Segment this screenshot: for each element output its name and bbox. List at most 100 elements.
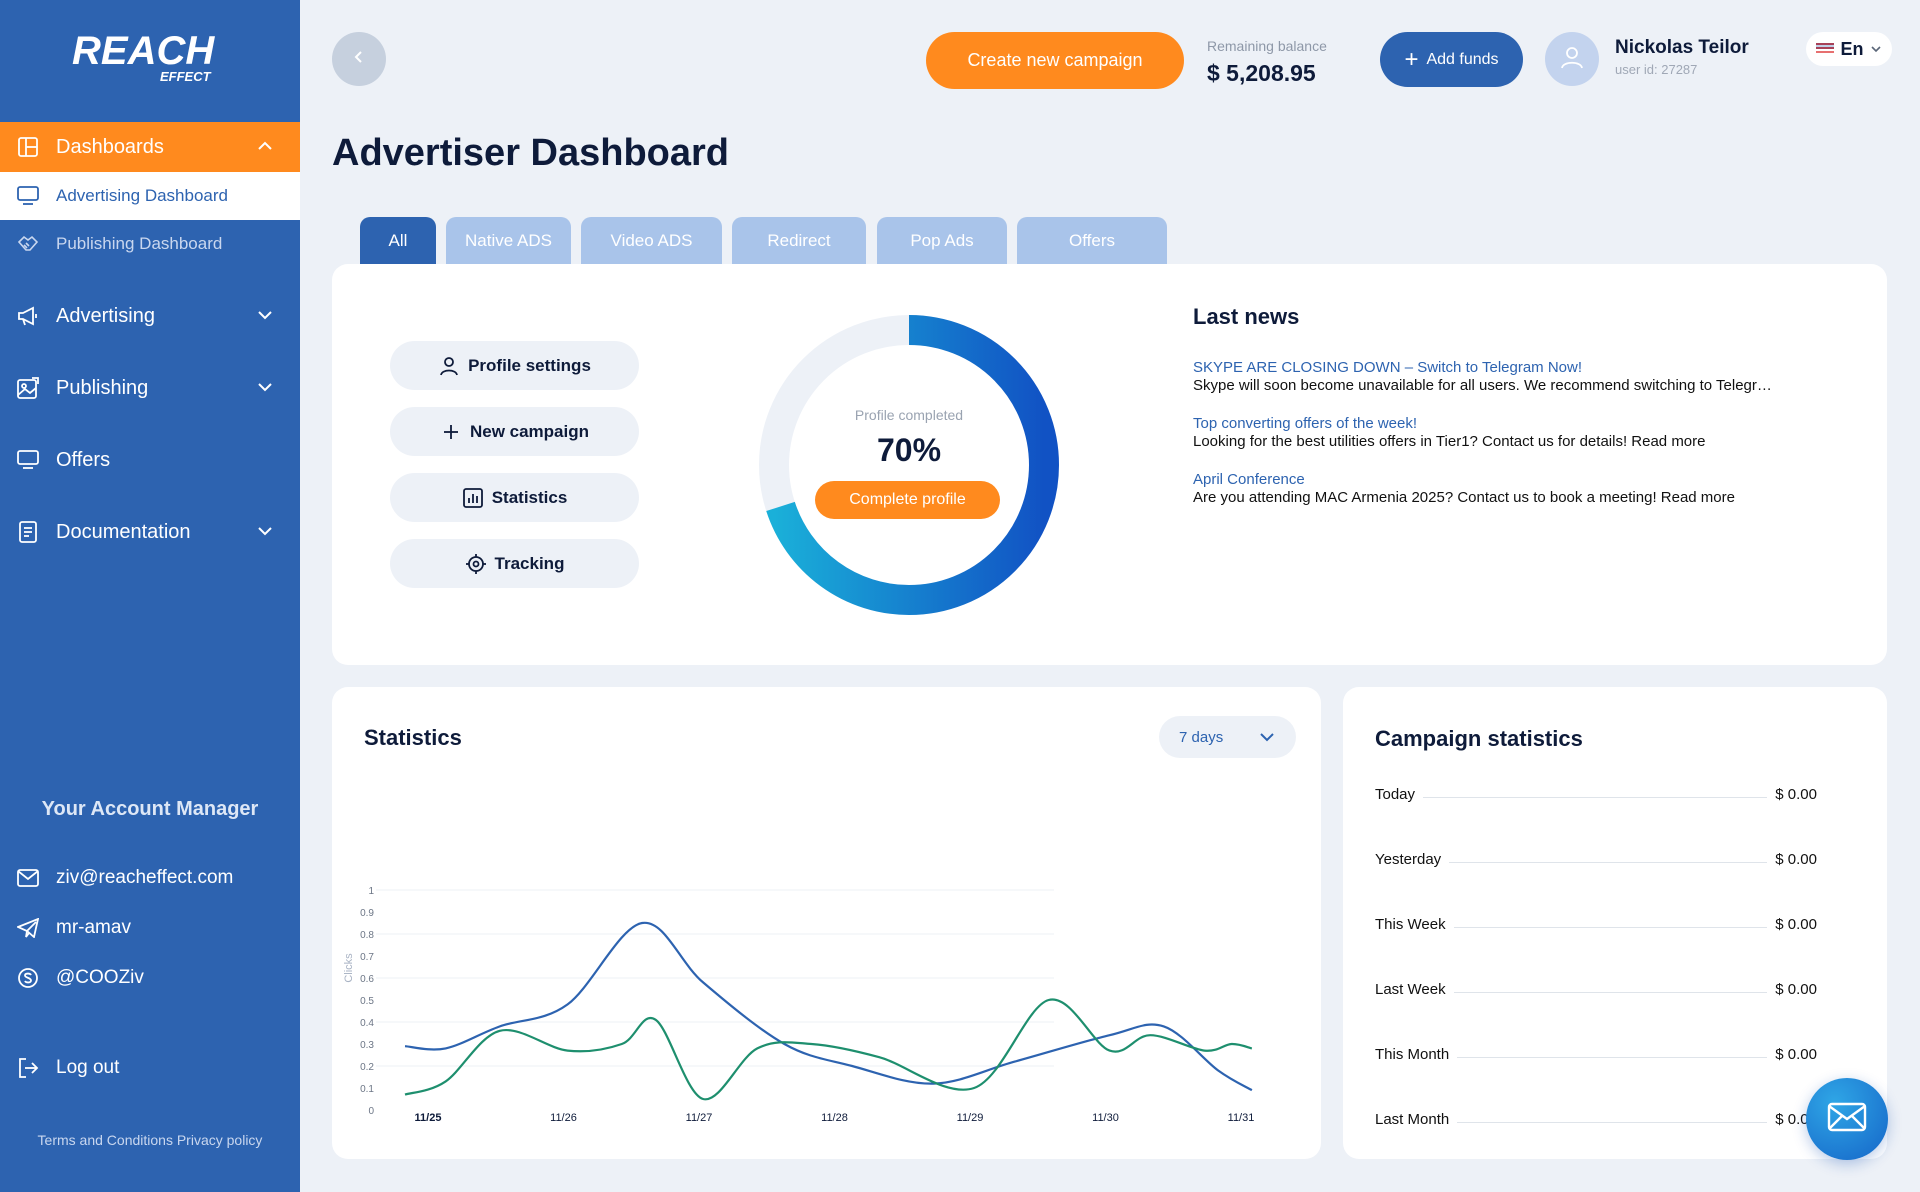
stat-value: $ 0.00 xyxy=(1775,1046,1817,1063)
chart-y-axis-label: Clicks xyxy=(343,953,355,983)
us-flag-icon xyxy=(1816,43,1835,55)
handshake-icon xyxy=(16,232,40,256)
campaign-statistics-card xyxy=(1343,687,1887,1159)
campaign-stat-row: Today $ 0.00 xyxy=(1375,779,1817,803)
reach-effect-logo[interactable]: REACH EFFECT xyxy=(0,22,300,91)
logo-subtext: EFFECT xyxy=(160,69,212,84)
y-tick-label: 1 xyxy=(368,886,374,897)
footer-links: Terms and Conditions Privacy policy xyxy=(0,1132,300,1148)
manager-skype-link[interactable]: @COOZiv xyxy=(16,966,144,990)
y-tick-label: 0.3 xyxy=(360,1040,374,1051)
sidebar-subitem-label: Advertising Dashboard xyxy=(56,186,228,205)
sidebar-item-publishing-dashboard[interactable]: Publishing Dashboard xyxy=(0,220,300,268)
leader-line xyxy=(1423,797,1768,798)
profile-settings-button[interactable]: Profile settings xyxy=(390,341,639,390)
manager-email-link[interactable]: ziv@reacheffect.com xyxy=(16,866,233,890)
dashboard-icon xyxy=(16,135,40,159)
news-headline-link[interactable]: SKYPE ARE CLOSING DOWN – Switch to Teleg… xyxy=(1193,359,1583,376)
tab-redirect[interactable]: Redirect xyxy=(732,217,866,264)
mail-icon xyxy=(16,866,40,890)
user-id: user id: 27287 xyxy=(1615,62,1698,77)
add-funds-button[interactable]: + Add funds xyxy=(1380,32,1523,87)
manager-telegram-link[interactable]: mr-amav xyxy=(16,916,131,940)
tracking-label: Tracking xyxy=(494,553,565,573)
x-tick-label: 11/27 xyxy=(686,1112,713,1124)
balance-label: Remaining balance xyxy=(1207,38,1327,54)
create-campaign-button[interactable]: Create new campaign xyxy=(926,32,1184,89)
chevron-down-icon xyxy=(1870,43,1882,55)
news-title: Last news xyxy=(1193,304,1300,329)
logout-button[interactable]: Log out xyxy=(16,1056,119,1080)
y-tick-label: 0.5 xyxy=(360,996,374,1007)
sidebar: REACH EFFECT Dashboards Advertising Dash… xyxy=(0,0,300,1192)
profile-progress-donut xyxy=(758,314,1060,616)
sidebar-item-offers[interactable]: Offers xyxy=(0,435,300,485)
complete-profile-button[interactable]: Complete profile xyxy=(815,481,1000,519)
sidebar-item-advertising-dashboard[interactable]: Advertising Dashboard xyxy=(0,172,300,220)
tab-native-ads[interactable]: Native ADS xyxy=(446,217,571,264)
news-item: April Conference Are you attending MAC A… xyxy=(1193,471,1773,506)
chart-series-line-2 xyxy=(404,998,1253,1101)
x-tick-label: 11/30 xyxy=(1092,1112,1119,1124)
leader-line xyxy=(1457,1122,1768,1123)
new-campaign-button[interactable]: New campaign xyxy=(390,407,639,456)
sidebar-item-label: Advertising xyxy=(56,304,155,327)
balance-value: $ 5,208.95 xyxy=(1207,60,1316,86)
campaign-stat-row: Last Month $ 0.00 xyxy=(1375,1104,1817,1128)
stat-value: $ 0.00 xyxy=(1775,916,1817,933)
tab-video-ads[interactable]: Video ADS xyxy=(581,217,722,264)
target-icon xyxy=(465,553,487,575)
back-button[interactable] xyxy=(332,32,386,86)
megaphone-icon xyxy=(16,304,40,328)
document-icon xyxy=(16,520,40,544)
language-selector[interactable]: En xyxy=(1806,32,1892,66)
tab-pop-ads[interactable]: Pop Ads xyxy=(877,217,1007,264)
news-body: Are you attending MAC Armenia 2025? Cont… xyxy=(1193,489,1735,506)
profile-settings-label: Profile settings xyxy=(468,355,591,375)
monitor-icon xyxy=(16,184,40,208)
avatar[interactable] xyxy=(1545,32,1599,86)
y-tick-label: 0.4 xyxy=(360,1018,374,1029)
profile-completed-label: Profile completed xyxy=(854,407,964,423)
chevron-down-icon xyxy=(256,522,274,546)
add-funds-label: Add funds xyxy=(1426,50,1499,68)
campaign-stat-row: This Month $ 0.00 xyxy=(1375,1039,1817,1063)
range-select[interactable]: 7 days xyxy=(1159,716,1296,758)
monitor-icon xyxy=(16,448,40,472)
chart-icon xyxy=(462,487,484,509)
sidebar-item-publishing[interactable]: Publishing xyxy=(0,363,300,413)
x-tick-label: 11/31 xyxy=(1228,1112,1255,1124)
sidebar-item-advertising[interactable]: Advertising xyxy=(0,291,300,341)
sidebar-item-label: Documentation xyxy=(56,520,191,543)
y-tick-label: 0.1 xyxy=(360,1084,374,1095)
tab-offers[interactable]: Offers xyxy=(1017,217,1167,264)
statistics-line-chart: Clicks 0 0.1 0.2 0.3 0.4 0.5 0.6 0.7 0.8 0.9 1 11/… xyxy=(343,886,1255,1124)
terms-link[interactable]: Terms and Conditions xyxy=(37,1132,173,1148)
x-tick-label: 11/26 xyxy=(550,1112,577,1124)
contact-label: ziv@reacheffect.com xyxy=(56,867,234,888)
stat-label: Last Week xyxy=(1375,981,1446,998)
news-headline-link[interactable]: April Conference xyxy=(1193,471,1305,488)
stat-value: $ 0.00 xyxy=(1775,786,1817,803)
tab-all[interactable]: All xyxy=(360,217,436,264)
logout-label: Log out xyxy=(56,1057,120,1078)
sidebar-item-dashboards[interactable]: Dashboards xyxy=(0,122,300,172)
news-headline-link[interactable]: Top converting offers of the week! xyxy=(1193,415,1418,432)
plus-icon xyxy=(440,421,462,443)
campaign-stat-row: This Week $ 0.00 xyxy=(1375,909,1817,933)
sidebar-item-documentation[interactable]: Documentation xyxy=(0,507,300,557)
contact-support-button[interactable] xyxy=(1806,1078,1888,1160)
statistics-button[interactable]: Statistics xyxy=(390,473,639,522)
leader-line xyxy=(1453,992,1768,993)
x-tick-label: 11/25 xyxy=(415,1112,442,1124)
language-label: En xyxy=(1840,38,1864,59)
stat-label: Yesterday xyxy=(1375,851,1442,868)
x-tick-label: 11/28 xyxy=(821,1112,848,1124)
tracking-button[interactable]: Tracking xyxy=(390,539,639,588)
sidebar-item-label: Dashboards xyxy=(56,135,164,158)
privacy-link[interactable]: Privacy policy xyxy=(176,1132,263,1148)
chevron-left-icon xyxy=(352,50,366,69)
y-tick-label: 0 xyxy=(368,1106,374,1117)
account-manager-title: Your Account Manager xyxy=(41,798,259,820)
sidebar-item-label: Offers xyxy=(56,448,111,471)
